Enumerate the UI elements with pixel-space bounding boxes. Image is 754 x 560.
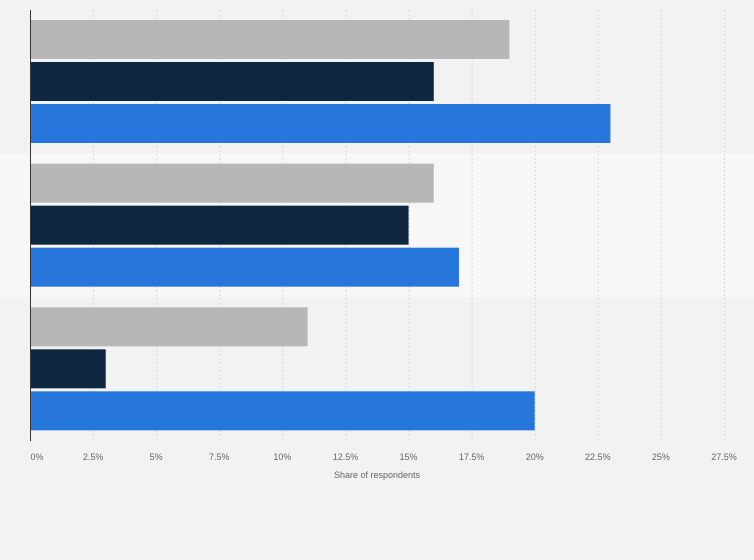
bar-series-1-group-2[interactable] bbox=[30, 163, 434, 203]
x-tick-label: 0% bbox=[30, 452, 43, 462]
bar-series-1-group-1[interactable] bbox=[30, 20, 510, 59]
bar-series-3-group-1[interactable] bbox=[30, 104, 611, 143]
x-tick-label: 5% bbox=[150, 452, 163, 462]
bar-series-2-group-1[interactable] bbox=[30, 62, 434, 101]
x-tick-label: 22.5% bbox=[585, 452, 611, 462]
x-tick-label: 10% bbox=[273, 452, 291, 462]
x-tick-label: 15% bbox=[400, 452, 418, 462]
x-tick-label: 27.5% bbox=[711, 452, 737, 462]
bar-series-2-group-2[interactable] bbox=[30, 205, 409, 245]
x-tick-label: 17.5% bbox=[459, 452, 485, 462]
bar-series-1-group-3[interactable] bbox=[30, 307, 308, 347]
bar-series-2-group-3[interactable] bbox=[30, 349, 106, 389]
x-tick-label: 20% bbox=[526, 452, 544, 462]
bar-series-3-group-3[interactable] bbox=[30, 391, 535, 431]
x-tick-label: 7.5% bbox=[209, 452, 230, 462]
x-tick-label: 25% bbox=[652, 452, 670, 462]
bar-series-3-group-2[interactable] bbox=[30, 247, 460, 287]
x-tick-label: 12.5% bbox=[333, 452, 359, 462]
x-axis-label: Share of respondents bbox=[334, 470, 421, 480]
x-tick-label: 2.5% bbox=[83, 452, 104, 462]
